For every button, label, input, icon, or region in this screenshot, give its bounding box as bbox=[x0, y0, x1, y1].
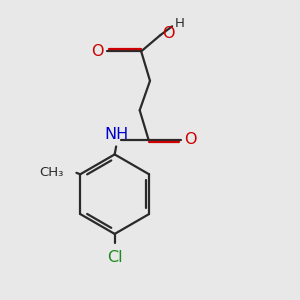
Text: CH₃: CH₃ bbox=[40, 166, 64, 179]
Text: H: H bbox=[175, 17, 185, 30]
Text: O: O bbox=[91, 44, 104, 59]
Text: O: O bbox=[184, 132, 197, 147]
Text: O: O bbox=[162, 26, 174, 41]
Text: NH: NH bbox=[104, 127, 128, 142]
Text: Cl: Cl bbox=[107, 250, 122, 265]
